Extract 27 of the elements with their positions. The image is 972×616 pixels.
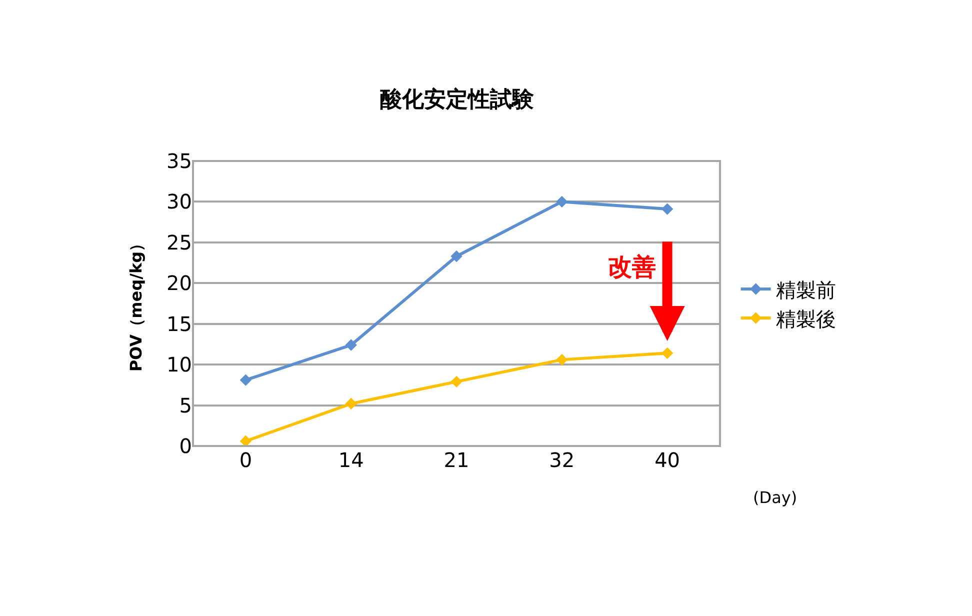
y-axis-title: POV（meq/kg） (126, 235, 146, 372)
point (661, 203, 674, 215)
point (345, 398, 357, 410)
y-tick-label: 20 (166, 271, 192, 296)
point (450, 376, 462, 388)
point (556, 196, 568, 208)
point (345, 339, 357, 351)
x-axis-title: (Day) (753, 488, 798, 507)
x-tick-label: 32 (549, 448, 575, 472)
chart-title: 酸化安定性試験 (380, 86, 535, 112)
annotation: 改善 (608, 253, 656, 281)
y-tick-label: 15 (166, 312, 192, 336)
y-tick-label: 25 (166, 230, 192, 254)
y-tick-label: 5 (179, 393, 192, 418)
legend-label: 精製前 (776, 278, 836, 302)
y-tick-label: 10 (166, 352, 192, 377)
x-tick-label: 21 (444, 448, 470, 472)
point (240, 374, 252, 386)
x-tick-label: 40 (654, 448, 680, 472)
x-tick-label: 14 (338, 448, 364, 472)
x-tick-label: 0 (239, 448, 252, 472)
y-tick-label: 35 (166, 149, 192, 173)
legend-label: 精製後 (776, 306, 836, 331)
y-tick-label: 30 (166, 190, 192, 214)
point (556, 354, 568, 366)
point (661, 347, 674, 360)
point (450, 250, 462, 262)
